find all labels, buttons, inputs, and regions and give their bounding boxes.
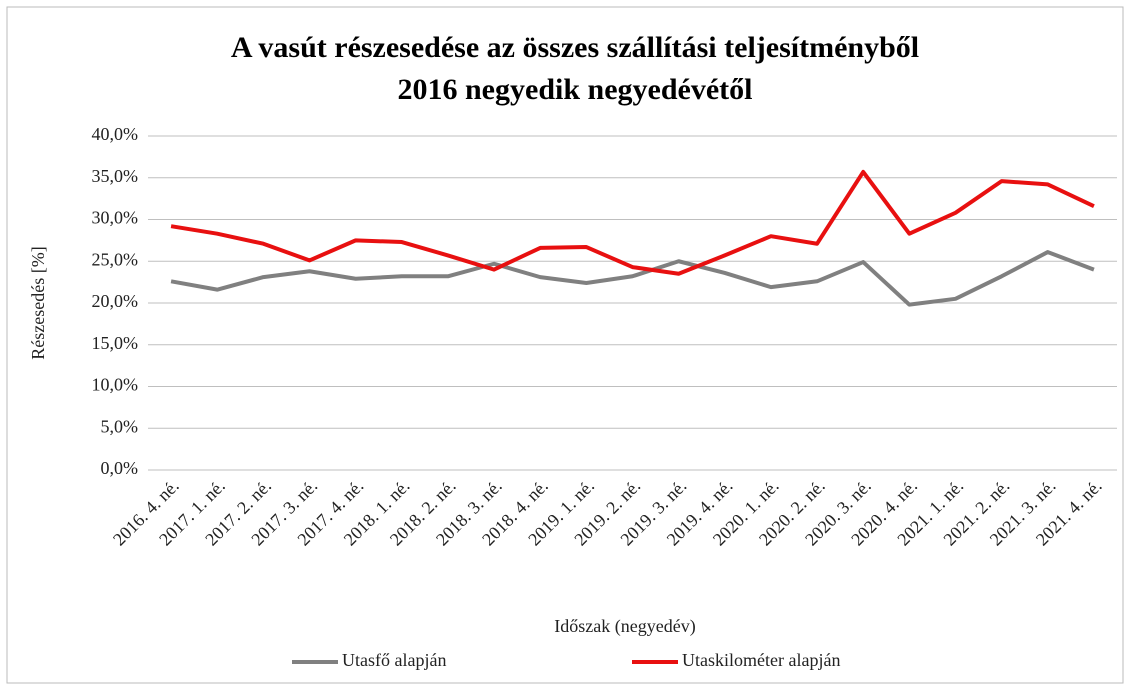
chart-subtitle: 2016 negyedik negyedévétől — [398, 73, 753, 106]
y-tick-label: 10,0% — [92, 375, 139, 395]
line-series — [170, 250, 1095, 307]
y-tick-label: 20,0% — [92, 291, 139, 311]
y-tick-label: 40,0% — [92, 124, 139, 144]
chart-title: A vasút részesedése az összes szállítási… — [231, 31, 919, 64]
y-tick-label: 25,0% — [92, 249, 139, 269]
y-tick-label: 5,0% — [101, 416, 139, 436]
legend-label: Utaskilométer alapján — [682, 650, 840, 670]
y-tick-label: 30,0% — [92, 208, 139, 228]
y-tick-label: 35,0% — [92, 166, 139, 186]
y-tick-label: 15,0% — [92, 333, 139, 353]
line-series — [170, 169, 1095, 276]
y-axis-label: Részesedés [%] — [28, 246, 48, 359]
legend-label: Utasfő alapján — [342, 650, 446, 670]
y-tick-label: 0,0% — [101, 458, 139, 478]
x-axis-label: Időszak (negyedév) — [554, 616, 695, 637]
